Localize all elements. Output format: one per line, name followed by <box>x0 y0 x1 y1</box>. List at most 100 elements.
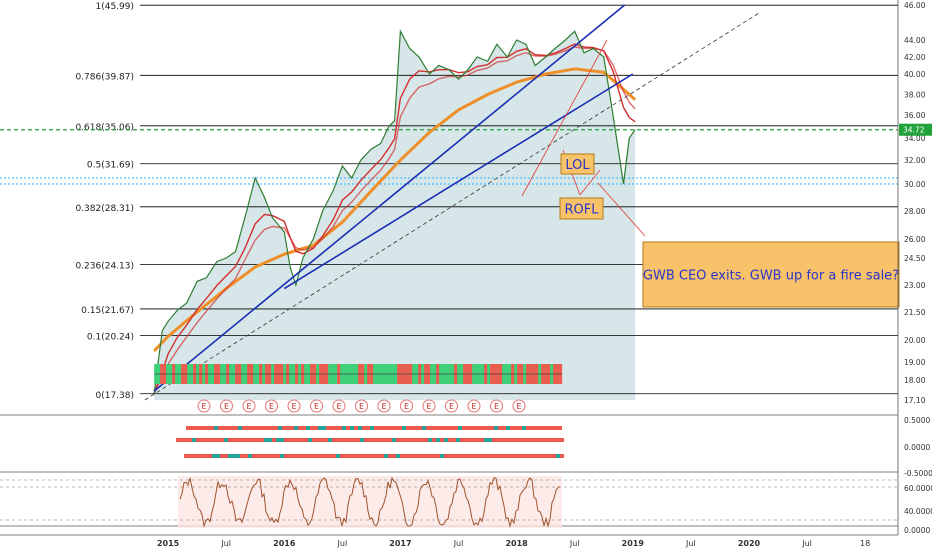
oscillator-bar-segment <box>476 438 480 442</box>
earnings-marker-circle <box>310 399 323 413</box>
oscillator1-axis-tick: -0.5000 <box>904 469 932 478</box>
fib-level-label: 0.236(24.13) <box>75 262 134 272</box>
fib-level-label: 0.5(31.69) <box>87 161 134 171</box>
earnings-marker-label: E <box>359 402 364 411</box>
oscillator-bar-segment <box>184 438 188 442</box>
earnings-marker-label: E <box>516 402 521 411</box>
time-axis-tick: Jul <box>801 539 812 548</box>
oscillator-bar-segment <box>374 426 378 430</box>
oscillator-bar-segment <box>556 454 560 458</box>
oscillator-bar-segment <box>528 438 532 442</box>
oscillator-bar-segment <box>318 426 322 430</box>
oscillator-bar-segment <box>496 454 500 458</box>
price-axis-tick: 32.00 <box>904 156 926 165</box>
oscillator-bar-segment <box>460 438 464 442</box>
oscillator-bar-segment <box>188 438 192 442</box>
earnings-marker-label: E <box>291 402 296 411</box>
oscillator-bar-segment <box>358 426 362 430</box>
price-axis-tick: 17.10 <box>904 396 926 405</box>
oscillator-bar-segment <box>240 454 244 458</box>
annotation-text: GWB CEO exits. GWB up for a fire sale? <box>643 269 899 284</box>
oscillator-bar-segment <box>516 438 520 442</box>
price-axis-tick: 19.00 <box>904 358 926 367</box>
oscillator-bar-segment <box>482 426 486 430</box>
oscillator-bar-segment <box>342 426 346 430</box>
price-line <box>153 29 636 394</box>
oscillator-bar-segment <box>444 454 448 458</box>
oscillator-bar-segment <box>498 426 502 430</box>
oscillator-bar-segment <box>312 438 316 442</box>
oscillator-bar-segment <box>314 426 318 430</box>
oscillator-bar-segment <box>210 426 214 430</box>
oscillator-bar-segment <box>198 426 202 430</box>
oscillator-bar-segment <box>334 426 338 430</box>
oscillator-bar-segment <box>282 426 286 430</box>
oscillator-bar-segment <box>434 426 438 430</box>
oscillator-bar-segment <box>384 454 388 458</box>
oscillator-bar-segment <box>308 438 312 442</box>
oscillator-bar-segment <box>272 438 276 442</box>
oscillator-bar-segment <box>236 454 240 458</box>
earnings-marker-circle <box>400 399 413 413</box>
oscillator-bar-segment <box>264 438 268 442</box>
oscillator-bar-segment <box>544 454 548 458</box>
oscillator-bar-segment <box>248 454 252 458</box>
oscillator-bar-segment <box>488 454 492 458</box>
oscillator-bar-segment <box>280 454 284 458</box>
earnings-marker-circle <box>242 399 256 413</box>
oscillator-bar-segment <box>208 438 212 442</box>
oscillator-bar-segment <box>196 438 200 442</box>
earnings-marker-circle <box>377 399 391 413</box>
price-axis-tick: 26.00 <box>904 235 926 244</box>
oscillator-bar-segment <box>344 454 348 458</box>
oscillator-bar-segment <box>400 454 404 458</box>
oscillator-bar-segment <box>208 454 212 458</box>
earnings-marker-circle <box>265 399 278 413</box>
oscillator-bar-segment <box>204 438 208 442</box>
oscillator-bar-segment <box>486 426 490 430</box>
oscillator-bar-segment <box>416 438 420 442</box>
earnings-marker-label: E <box>336 402 341 411</box>
oscillator-bar-segment <box>304 454 308 458</box>
oscillator-bar-segment <box>268 454 272 458</box>
oscillator-bar-segment <box>422 426 426 430</box>
earnings-marker-label: E <box>201 402 206 411</box>
oscillator-bar-segment <box>468 438 472 442</box>
oscillator-bar-segment <box>508 438 512 442</box>
oscillator-bar-segment <box>256 454 260 458</box>
oscillator-bar-segment <box>228 454 232 458</box>
oscillator-bar-segment <box>492 454 496 458</box>
time-axis-tick: 18 <box>860 539 870 548</box>
oscillator-bar-segment <box>442 426 446 430</box>
oscillator-bar-segment <box>402 426 406 430</box>
oscillator-bar-segment <box>194 426 198 430</box>
oscillator-bar-segment <box>240 438 244 442</box>
oscillator-bar-segment <box>560 438 564 442</box>
earnings-marker-label: E <box>246 402 251 411</box>
oscillator-bar-segment <box>276 438 280 442</box>
time-axis-tick: Jul <box>569 539 580 548</box>
time-axis-tick: 2017 <box>389 539 411 548</box>
oscillator-bar-segment <box>190 426 194 430</box>
fib-level-label: 0.618(35.06) <box>75 123 134 133</box>
current-price-value: 34.72 <box>903 126 925 135</box>
oscillator-bar-segment <box>490 426 494 430</box>
oscillator-bar-segment <box>504 438 508 442</box>
oscillator-bar-segment <box>398 426 402 430</box>
oscillator-bar-segment <box>542 426 546 430</box>
oscillator-bar-segment <box>298 426 302 430</box>
oscillator-bar-segment <box>548 438 552 442</box>
oscillator-bar-segment <box>224 438 228 442</box>
oscillator-bar-segment <box>514 426 518 430</box>
fast-ema-line <box>153 46 636 394</box>
oscillator-bar-segment <box>360 454 364 458</box>
oscillator-bar-segment <box>412 454 416 458</box>
oscillator-bar-segment <box>448 438 452 442</box>
oscillator-bar-segment <box>388 438 392 442</box>
oscillator-bar-segment <box>272 454 276 458</box>
oscillator-bar-segment <box>556 438 560 442</box>
oscillator-bar-segment <box>184 454 188 458</box>
earnings-marker-circle <box>490 399 503 413</box>
oscillator-bar-segment <box>340 438 344 442</box>
annotation-box <box>560 153 595 175</box>
